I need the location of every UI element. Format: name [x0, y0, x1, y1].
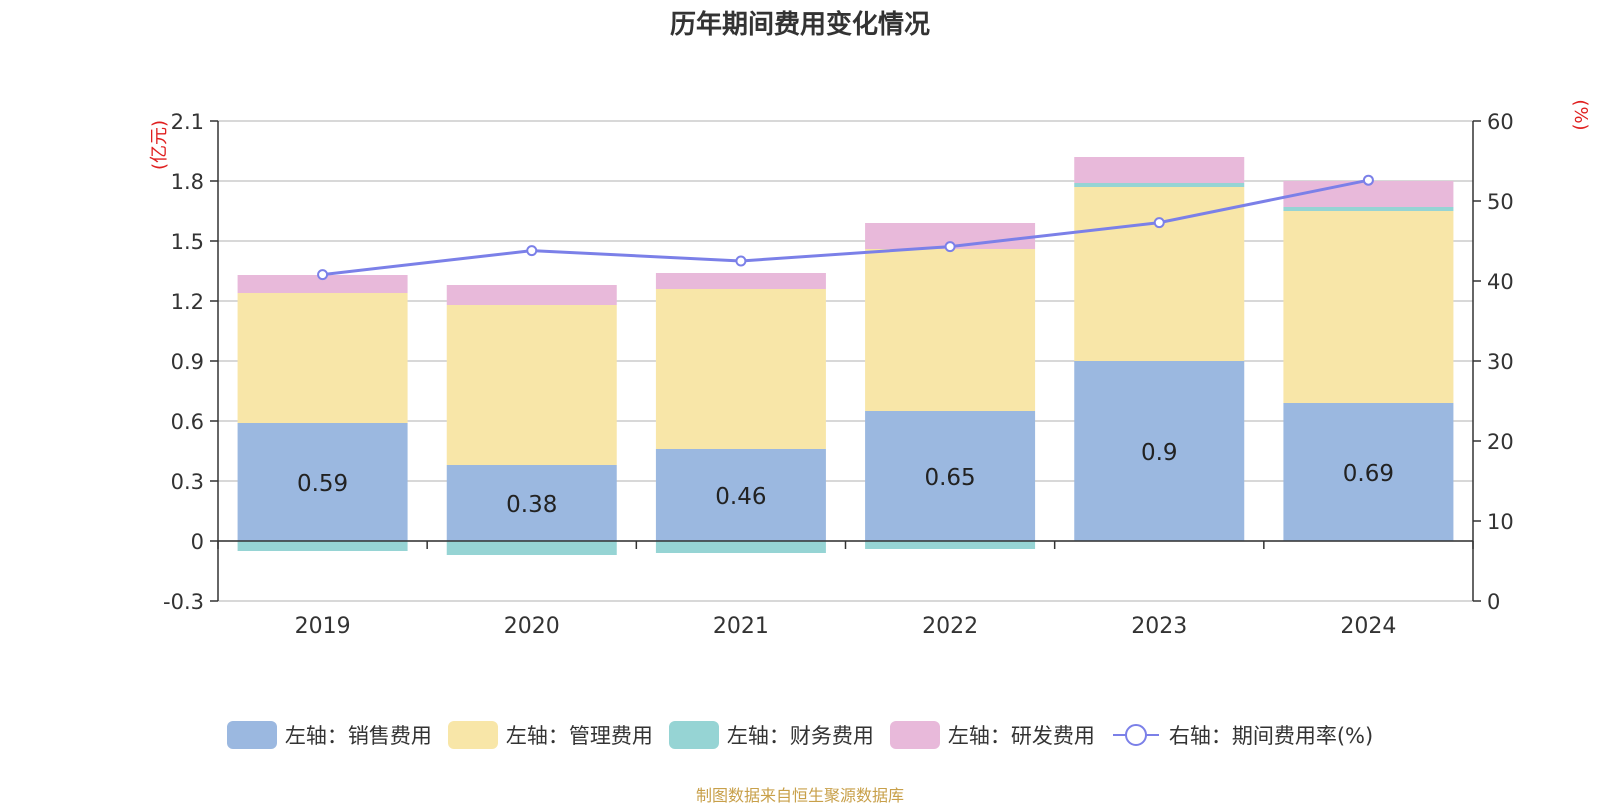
- left-tick-label: 1.2: [171, 290, 204, 314]
- left-tick-label: 0: [191, 530, 204, 554]
- bar-segment: [1283, 403, 1454, 541]
- right-tick-label: 20: [1487, 430, 1514, 454]
- right-tick-label: 0: [1487, 590, 1500, 614]
- bar-segment: [1074, 183, 1245, 187]
- left-tick-label: 1.8: [171, 170, 204, 194]
- bar-segment: [237, 423, 408, 541]
- bar-segment: [655, 541, 826, 553]
- left-tick-label: 0.3: [171, 470, 204, 494]
- rate-point: [944, 241, 956, 253]
- bar-data-label: 0.65: [924, 465, 975, 491]
- legend: 左轴：销售费用 左轴：管理费用 左轴：财务费用 左轴：研发费用 右轴：期间费用率…: [0, 720, 1600, 750]
- legend-label-finance: 左轴：财务费用: [726, 724, 874, 748]
- legend-label-rate: 右轴：期间费用率(%): [1168, 724, 1374, 748]
- bar-segment: [237, 541, 408, 551]
- bar-segment: [655, 289, 826, 449]
- bar-segment: [655, 273, 826, 289]
- bar-segment: [237, 275, 408, 293]
- bar-segment: [1074, 187, 1245, 361]
- bar-segment: [446, 541, 617, 555]
- legend-item-finance[interactable]: 左轴：财务费用: [668, 720, 874, 750]
- legend-item-sales[interactable]: 左轴：销售费用: [226, 720, 432, 750]
- x-tick-label: 2023: [1131, 614, 1187, 639]
- bar-segment: [1074, 157, 1245, 183]
- bar-segment: [1283, 211, 1454, 403]
- legend-swatch-admin: [447, 721, 498, 749]
- bar-segment: [865, 541, 1036, 549]
- legend-swatch-sales: [226, 721, 277, 749]
- rate-point: [1362, 174, 1374, 186]
- chart-title: 历年期间费用变化情况: [669, 10, 930, 40]
- legend-label-sales: 左轴：销售费用: [284, 724, 432, 748]
- rate-point: [317, 269, 329, 281]
- bar-segment: [446, 465, 617, 541]
- bar-segment: [655, 449, 826, 541]
- bar-segment: [1283, 207, 1454, 211]
- legend-line-marker-icon: [1112, 724, 1159, 746]
- data-source-note: 制图数据来自恒生聚源数据库: [695, 786, 904, 805]
- right-tick-label: 10: [1487, 510, 1514, 534]
- bar-segment: [865, 411, 1036, 541]
- bar-data-label: 0.38: [506, 492, 557, 518]
- bar-segment: [446, 305, 617, 465]
- bar-data-label: 0.69: [1343, 461, 1394, 487]
- legend-item-rate[interactable]: 右轴：期间费用率(%): [1111, 720, 1373, 750]
- left-tick-label: 1.5: [171, 230, 204, 254]
- bar-segment: [446, 285, 617, 305]
- x-tick-label: 2024: [1340, 614, 1396, 639]
- bar-data-label: 0.59: [297, 471, 348, 497]
- left-axis-unit: (亿元): [149, 120, 170, 170]
- legend-label-admin: 左轴：管理费用: [505, 724, 653, 748]
- legend-swatch-finance: [668, 721, 719, 749]
- right-tick-label: 50: [1487, 190, 1514, 214]
- bar-segment: [1074, 361, 1245, 541]
- x-tick-label: 2021: [713, 614, 769, 639]
- left-tick-label: -0.3: [163, 590, 204, 614]
- rate-point: [526, 245, 538, 257]
- legend-label-rd: 左轴：研发费用: [947, 724, 1095, 748]
- bar-segment: [865, 249, 1036, 411]
- right-tick-label: 40: [1487, 270, 1514, 294]
- left-tick-label: 2.1: [171, 110, 204, 134]
- x-tick-label: 2020: [504, 614, 560, 639]
- legend-item-rd[interactable]: 左轴：研发费用: [889, 720, 1095, 750]
- right-axis-unit: (%): [1570, 99, 1591, 130]
- bar-segment: [237, 293, 408, 423]
- x-tick-label: 2022: [922, 614, 978, 639]
- rate-point: [735, 255, 747, 267]
- right-tick-label: 30: [1487, 350, 1514, 374]
- bar-data-label: 0.46: [715, 484, 766, 510]
- rate-point: [1153, 217, 1165, 229]
- x-tick-label: 2019: [295, 614, 351, 639]
- rate-line: [322, 178, 1369, 277]
- bar-data-label: 0.9: [1141, 440, 1178, 466]
- legend-item-admin[interactable]: 左轴：管理费用: [447, 720, 653, 750]
- legend-swatch-rd: [889, 721, 940, 749]
- left-tick-label: 0.6: [171, 410, 204, 434]
- right-tick-label: 60: [1487, 110, 1514, 134]
- left-tick-label: 0.9: [171, 350, 204, 374]
